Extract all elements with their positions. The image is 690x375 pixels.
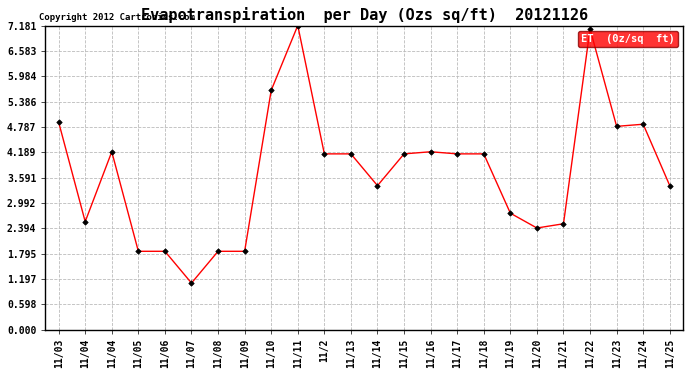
Text: Copyright 2012 Cartronics.com: Copyright 2012 Cartronics.com [39, 13, 195, 22]
Title: Evapotranspiration  per Day (Ozs sq/ft)  20121126: Evapotranspiration per Day (Ozs sq/ft) 2… [141, 7, 588, 23]
Legend: ET  (0z/sq  ft): ET (0z/sq ft) [578, 31, 678, 47]
